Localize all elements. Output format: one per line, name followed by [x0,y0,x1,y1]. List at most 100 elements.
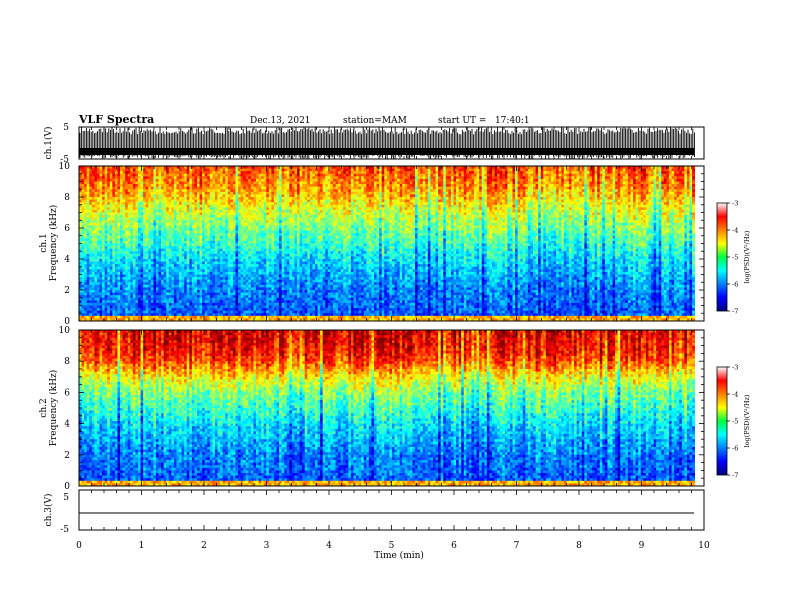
spectrogram-cell [266,186,270,190]
spectrogram-cell [340,166,344,169]
spectrogram-cell [543,166,547,169]
spectrogram-cell [204,173,208,177]
spectrogram-cell [692,186,696,190]
spectrogram-cell [620,168,624,172]
spectrogram-cell [530,204,534,208]
spectrogram-cell [161,215,165,219]
spectrogram-cell [281,191,285,195]
spectrogram-cell [620,204,624,208]
spectrogram-cell [404,168,408,172]
spectrogram-cell [86,202,90,206]
spectrogram-cell [584,186,588,190]
spectrogram-cell [458,186,462,190]
spectrogram-cell [684,178,688,182]
spectrogram-cell [594,189,598,193]
spectrogram-cell [371,184,375,188]
spectrogram-cell [530,186,534,190]
spectrogram-cell [612,209,616,213]
spectrogram-cell [179,176,183,180]
spectrogram-cell [135,184,139,188]
spectrogram-cell [112,199,116,203]
spectrogram-cell [248,189,252,193]
spectrogram-cell [586,173,590,177]
ch1-waveform-ylabel: ch.1(V) [43,127,54,160]
spectrogram-cell [535,184,539,188]
spectrogram-cell [404,197,408,200]
spectrogram-cell [571,194,575,198]
spectrogram-cell [663,197,667,200]
spectrogram-cell [191,173,195,177]
spectrogram-cell [368,181,372,185]
spectrogram-cell [120,186,124,190]
spectrogram-cell [214,207,218,211]
spectrogram-cell [589,176,593,180]
spectrogram-cell [204,186,208,190]
spectrogram-cell [225,168,229,172]
spectrogram-cell [589,199,593,203]
spectrogram-cell [563,202,567,206]
spectrogram-cell [225,215,229,219]
spectrogram-cell [571,215,575,219]
spectrogram-cell [568,173,572,177]
spectrogram-cell [330,173,334,177]
spectrogram-cell [466,173,470,177]
spectrogram-cell [656,168,660,172]
spectrogram-cell [456,199,460,203]
spectrogram-cell [307,186,311,190]
spectrogram-cell [120,184,124,188]
spectrogram-cell [674,173,678,177]
spectrogram-cell [422,194,426,198]
spectrogram-cell [350,178,354,182]
spectrogram-cell [530,197,534,200]
spectrogram-cell [525,215,529,219]
spectrogram-cell [209,186,213,190]
spectrogram-cell [489,207,493,211]
spectrogram-cell [586,199,590,203]
spectrogram-cell [535,194,539,198]
spectrogram-cell [602,204,606,208]
spectrogram-cell [635,186,639,190]
spectrogram-cell [299,168,303,172]
spectrogram-cell [384,189,388,193]
spectrogram-cell [594,204,598,208]
spectrogram-cell [330,178,334,182]
spectrogram-cell [525,168,529,172]
spectrogram-cell [307,204,311,208]
spectrogram-cell [689,191,693,195]
spectrogram-cell [207,168,211,172]
spectrogram-cell [217,168,221,172]
spectrogram-cell [440,181,444,185]
spectrogram-cell [196,176,200,180]
spectrogram-cell [474,186,477,190]
spectrogram-cell [535,204,539,208]
spectrogram-cell [266,176,270,180]
spectrogram-cell [666,191,670,195]
spectrogram-cell [222,217,226,221]
spectrogram-cell [243,176,247,180]
spectrogram-cell [581,173,585,177]
spectrogram-cell [533,186,536,190]
spectrogram-cell [425,204,429,208]
spectrogram-cell [166,215,170,219]
spectrogram-cell [579,212,583,216]
spectrogram-cell [284,215,288,219]
spectrogram-cell [353,209,357,213]
spectrogram-cell [232,204,236,208]
spectrogram-cell [509,176,513,180]
spectrogram-cell [497,176,501,180]
spectrogram-cell [340,186,344,190]
spectrogram-cell [261,209,265,213]
spectrogram-cell [376,197,380,200]
spectrogram-cell [399,215,403,219]
spectrogram-cell [379,171,383,175]
spectrogram-cell [666,204,670,208]
spectrogram-cell [494,209,498,213]
spectrogram-cell [143,184,147,188]
spectrogram-cell [194,189,198,193]
spectrogram-cell [358,176,362,180]
spectrogram-cell [171,168,175,172]
spectrogram-cell [661,199,665,203]
spectrogram-cell [440,194,444,198]
spectrogram-cell [291,199,295,203]
spectrogram-cell [566,168,570,172]
